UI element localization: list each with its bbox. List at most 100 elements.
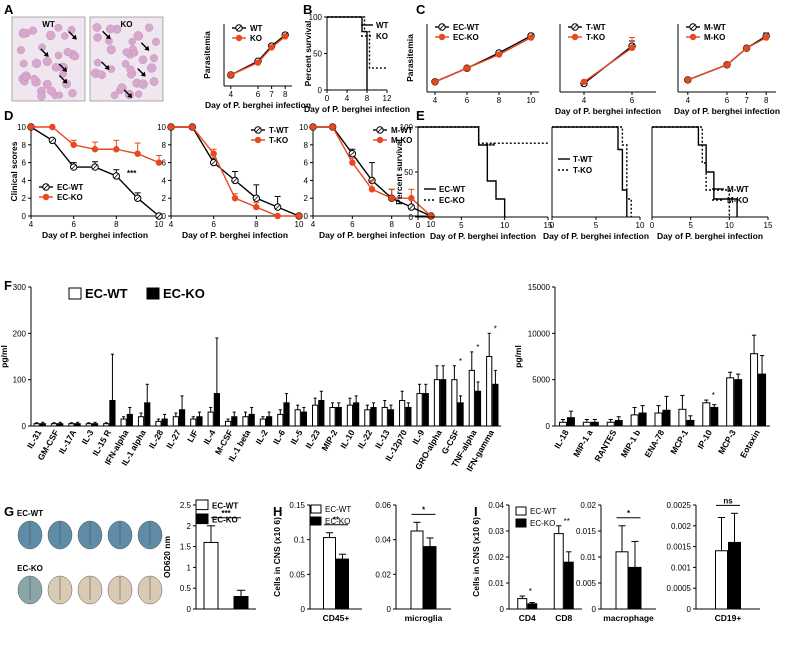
y-axis-label: Percent survival <box>303 21 313 87</box>
bar-IL-10 <box>346 404 354 427</box>
x-tick-label: 15 <box>544 221 553 230</box>
ko-marker <box>167 123 175 131</box>
x-tick-label: 4 <box>229 90 234 99</box>
red-blood-cell <box>110 91 119 100</box>
chart-G: 0 0.5 1 1.5 2 2.5 OD620 nm *** <box>162 501 256 614</box>
x-tick-label: 10 <box>155 220 164 229</box>
ko-marker <box>743 44 750 52</box>
bar-MIP-1 b <box>630 414 639 427</box>
ko-marker <box>438 33 446 41</box>
x-tick-label: 10 <box>636 221 645 230</box>
legend-label: M-WT <box>391 126 413 135</box>
ko-marker <box>527 34 535 41</box>
y-tick-label: 5000 <box>532 376 550 385</box>
y-tick-label: 0 <box>592 605 597 614</box>
x-axis-label: Day of P. berghei infection <box>657 231 763 241</box>
marker-slash <box>135 195 141 201</box>
legend-label: T-KO <box>586 33 605 42</box>
y-tick-label: 6 <box>162 159 167 168</box>
x-tick-label: 0 <box>325 94 330 103</box>
x-tick-label: 0 <box>550 221 555 230</box>
bar-IL-17A <box>68 423 75 427</box>
legend-swatch <box>515 506 527 516</box>
red-blood-cell <box>42 79 52 89</box>
wt-marker <box>689 23 697 31</box>
y-tick-label: 50 <box>313 50 322 59</box>
wt-marker <box>376 126 384 134</box>
survival-curve-KO <box>327 16 387 69</box>
y-tick-label: 0.5 <box>180 584 192 593</box>
legend-label: KO <box>250 34 262 43</box>
x-axis-label: Day of P. berghei infection <box>674 106 780 116</box>
legend-swatch <box>515 518 527 528</box>
micrographs: WT KO <box>11 16 164 102</box>
bar-IL-5 <box>294 409 301 427</box>
y-tick-label: 10 <box>17 123 26 132</box>
x-tick-label: 8 <box>254 220 259 229</box>
ko-marker <box>684 76 691 84</box>
ko-marker <box>91 146 99 153</box>
series-line-EC-KO <box>434 36 532 83</box>
legend-label: EC-KO <box>453 33 479 42</box>
ko-marker <box>210 150 217 157</box>
ko-marker <box>763 34 770 41</box>
bar-G-CSF <box>451 379 458 427</box>
y-tick-label: 0.01 <box>580 553 596 562</box>
marker-slash <box>253 195 259 201</box>
brain-images: EC-WT EC-KO <box>17 509 163 605</box>
marker-slash <box>49 137 55 143</box>
legend-swatch <box>310 504 322 514</box>
panel-label-D: D <box>4 108 13 123</box>
x-axis-label: Day of P. berghei infection <box>42 230 148 240</box>
y-tick-label: 1 <box>187 563 192 572</box>
bar-IP-10 <box>710 406 719 427</box>
legend-label: EC-KO <box>530 519 555 528</box>
ko-marker <box>580 78 588 86</box>
ko-marker <box>368 186 376 193</box>
bar-IL-10 <box>353 402 360 427</box>
ko-marker <box>27 123 35 131</box>
bar-TNF-alpha <box>468 369 475 427</box>
red-blood-cell <box>51 63 61 72</box>
micrograph-label: KO <box>121 20 133 29</box>
legend-label: T-KO <box>269 136 288 145</box>
y-tick-label: 0 <box>304 212 309 221</box>
marker-slash <box>439 24 445 30</box>
legend-label: EC-KO <box>57 193 83 202</box>
arrow-icon <box>58 75 66 83</box>
ko-marker <box>329 123 336 131</box>
bar-IL-3 <box>91 423 99 427</box>
legend-F: EC-WT EC-KO <box>68 286 205 301</box>
significance-label: *** <box>221 509 231 518</box>
ko-marker <box>134 150 141 157</box>
legend-I: EC-WT EC-KO <box>515 506 556 528</box>
marker-slash <box>349 151 355 157</box>
micrograph-label: WT <box>42 20 55 29</box>
ko-marker <box>495 51 503 58</box>
x-tick-label: 4 <box>169 220 174 229</box>
legend-label: EC-WT <box>453 23 479 32</box>
red-blood-cell <box>106 45 116 55</box>
bar-CD8 <box>563 561 574 610</box>
red-blood-cell <box>67 25 76 35</box>
legend-G: EC-WT EC-KO <box>195 499 238 524</box>
x-tick-label: 4 <box>686 96 691 105</box>
legend-label: EC-WT <box>530 507 556 516</box>
category-label: IL-6 <box>271 428 287 446</box>
significance-label: * <box>459 357 462 366</box>
red-blood-cell <box>146 63 157 73</box>
significance-label: * <box>422 505 426 514</box>
bar-EC-KO <box>233 596 249 610</box>
x-tick-label: 12 <box>383 94 392 103</box>
chart-H2: 0 0.02 0.04 0.06 microglia * <box>375 501 451 623</box>
category-label: IL-18 <box>552 428 571 450</box>
legend-label: M-WT <box>704 23 726 32</box>
red-blood-cell <box>45 30 56 41</box>
wt-marker <box>252 194 261 202</box>
chart-I3: 0 0.0005 0.001 0.0015 0.002 0.0025 CD19+ ns <box>667 496 760 623</box>
x-tick-label: 4 <box>582 96 587 105</box>
x-tick-label: 4 <box>433 96 438 105</box>
